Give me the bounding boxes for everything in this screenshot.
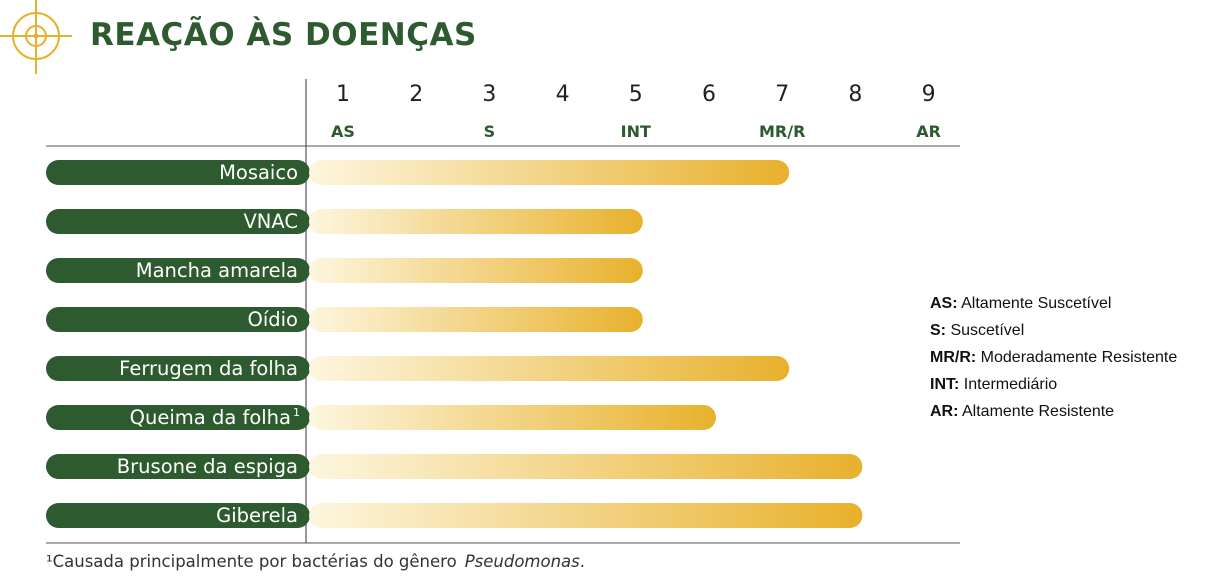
disease-row: Mancha amarela: [46, 258, 643, 283]
legend-text: Altamente Suscetível: [957, 295, 1112, 312]
legend-code: AR:: [930, 403, 959, 420]
category-pill: [46, 503, 310, 528]
legend-text: Intermediário: [959, 376, 1058, 393]
category-label: Mancha amarela: [136, 259, 298, 282]
x-tick-label: 3: [482, 82, 496, 107]
legend-code: MR/R:: [930, 349, 977, 366]
bar: [309, 405, 716, 430]
legend-text: Moderadamente Resistente: [976, 349, 1178, 366]
x-tick-code: MR/R: [759, 122, 805, 141]
bar: [309, 258, 643, 283]
disease-row: Mosaico: [46, 160, 790, 185]
page-title: REAÇÃO ÀS DOENÇAS: [90, 17, 477, 53]
category-pill: [46, 454, 310, 479]
legend-code: INT:: [930, 376, 960, 393]
disease-row: Giberela: [46, 503, 863, 528]
x-tick-code: AS: [331, 122, 355, 141]
legend-item: MR/R: Moderadamente Resistente: [930, 344, 1177, 371]
category-pill: [46, 356, 310, 381]
x-tick-code: S: [484, 122, 496, 141]
legend-item: S: Suscetível: [930, 317, 1177, 344]
footnote-text: Causada principalmente por bactérias do …: [52, 552, 457, 571]
category-superscript: 1: [293, 406, 300, 419]
legend-item: INT: Intermediário: [930, 371, 1177, 398]
category-label: Brusone da espiga: [117, 455, 298, 478]
target-crosshair-icon: [0, 0, 72, 74]
category-label: Queima da folha: [130, 406, 291, 429]
footnote-end: .: [579, 552, 585, 571]
bar: [309, 209, 643, 234]
category-label: Ferrugem da folha: [119, 357, 298, 380]
legend-code: AS:: [930, 295, 958, 312]
bar: [309, 307, 643, 332]
footnote: ¹Causada principalmente por bactérias do…: [46, 552, 585, 571]
bar: [309, 503, 863, 528]
category-label: Oídio: [248, 308, 299, 331]
category-pill: [46, 209, 310, 234]
footnote-marker: ¹: [46, 552, 53, 571]
x-tick-label: 7: [775, 82, 789, 107]
category-pill: [46, 307, 310, 332]
x-tick-label: 8: [848, 82, 862, 107]
category-label: VNAC: [243, 210, 298, 233]
disease-row: Queima da folha 1: [46, 405, 716, 430]
disease-row: Oídio: [46, 307, 643, 332]
x-tick-label: 2: [409, 82, 423, 107]
disease-row: VNAC: [46, 209, 643, 234]
bar: [309, 356, 790, 381]
legend-text: Suscetível: [946, 322, 1025, 339]
disease-row: Ferrugem da folha: [46, 356, 790, 381]
legend-item: AS: Altamente Suscetível: [930, 290, 1177, 317]
category-label: Mosaico: [219, 161, 298, 184]
x-tick-code: AR: [916, 122, 941, 141]
category-pill: [46, 258, 310, 283]
footnote-italic: Pseudomonas: [464, 552, 580, 571]
legend-item: AR: Altamente Resistente: [930, 398, 1177, 425]
category-pill: [46, 405, 310, 430]
bar: [309, 454, 863, 479]
x-tick-code: INT: [621, 122, 651, 141]
x-tick-label: 6: [702, 82, 716, 107]
x-tick-label: 4: [556, 82, 570, 107]
x-tick-label: 1: [336, 82, 350, 107]
bar: [309, 160, 790, 185]
x-tick-label: 9: [922, 82, 936, 107]
x-tick-label: 5: [629, 82, 643, 107]
legend: AS: Altamente Suscetível S: Suscetível MR/…: [930, 290, 1177, 425]
category-pill: [46, 160, 310, 185]
disease-row: Brusone da espiga: [46, 454, 863, 479]
category-label: Giberela: [216, 504, 298, 527]
legend-code: S:: [930, 322, 946, 339]
legend-text: Altamente Resistente: [958, 403, 1115, 420]
